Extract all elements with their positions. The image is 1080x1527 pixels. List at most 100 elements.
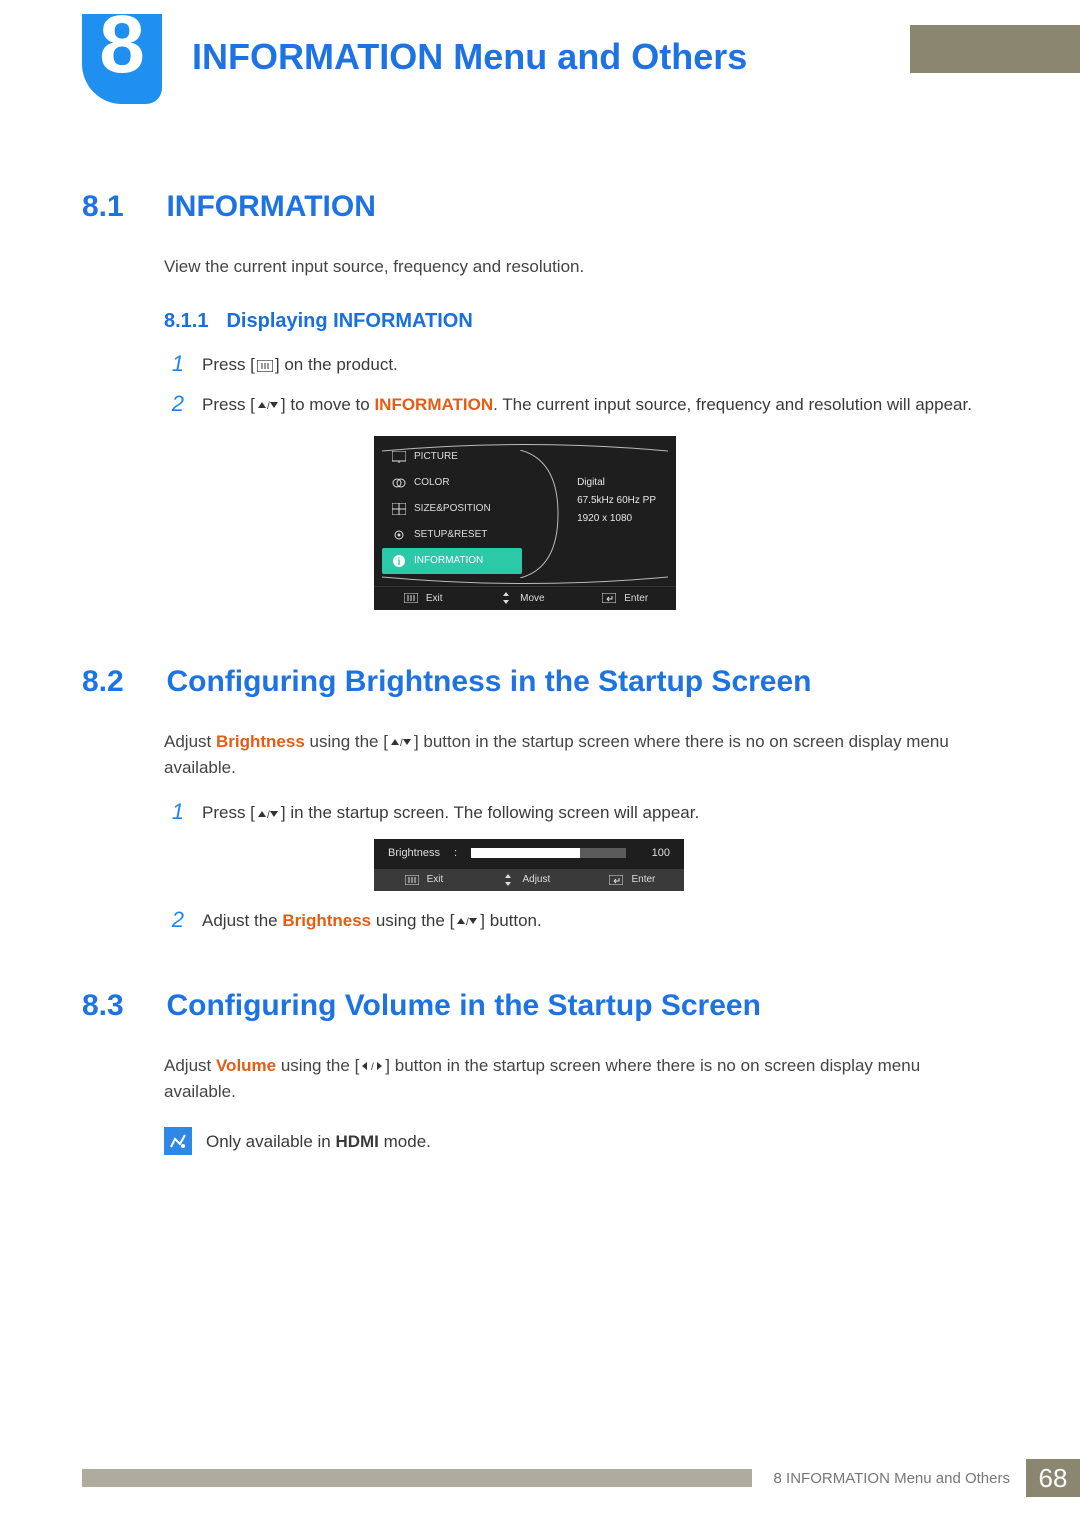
- osd2-footer-adjust: Adjust: [500, 874, 550, 886]
- section-heading: 8.1 INFORMATION: [82, 190, 992, 224]
- section-intro: Adjust Brightness using the [/] button i…: [164, 729, 992, 782]
- chapter-title: INFORMATION Menu and Others: [192, 36, 747, 78]
- left-right-icon: /: [361, 1060, 383, 1072]
- info-icon: i: [392, 554, 406, 568]
- step-num: 2: [164, 907, 184, 934]
- color-icon: [392, 476, 406, 490]
- osd-item-label: PICTURE: [414, 451, 458, 462]
- t: using the [: [305, 732, 388, 751]
- enter-icon: [602, 593, 616, 603]
- t: using the [: [371, 911, 454, 930]
- exit-icon: [404, 593, 418, 603]
- keyword-volume: Volume: [216, 1056, 276, 1075]
- t: ] button.: [480, 911, 541, 930]
- step-text: Press [/] to move to INFORMATION. The cu…: [202, 391, 992, 418]
- picture-icon: [392, 450, 406, 464]
- note-text: Only available in HDMI mode.: [206, 1128, 992, 1155]
- svg-text:/: /: [466, 917, 469, 927]
- section-8-1: 8.1 INFORMATION View the current input s…: [82, 190, 992, 610]
- svg-text:/: /: [267, 401, 270, 411]
- chapter-badge: 8: [82, 14, 162, 104]
- t: ] to move to: [281, 395, 375, 414]
- osd-information-menu: PICTURE COLOR SIZE&POSITION SETUP&RESET: [374, 436, 676, 610]
- svg-text:i: i: [398, 557, 401, 568]
- gear-icon: [392, 528, 406, 542]
- size-icon: [392, 502, 406, 516]
- step-text: Adjust the Brightness using the [/] butt…: [202, 907, 992, 934]
- keyword-brightness: Brightness: [282, 911, 371, 930]
- osd-item-label: SIZE&POSITION: [414, 503, 491, 514]
- step-1: 1 Press [/] in the startup screen. The f…: [164, 799, 992, 826]
- step-2: 2 Adjust the Brightness using the [/] bu…: [164, 907, 992, 934]
- t: Adjust: [164, 1056, 216, 1075]
- step-text: Press [] on the product.: [202, 351, 992, 378]
- step-list: 1 Press [/] in the startup screen. The f…: [164, 799, 992, 826]
- osd-info-line: Digital: [577, 474, 656, 492]
- osd-left-menu: PICTURE COLOR SIZE&POSITION SETUP&RESET: [382, 444, 522, 574]
- t: Adjust: [522, 874, 550, 885]
- up-down-icon: /: [390, 736, 412, 748]
- keyword-hdmi: HDMI: [335, 1132, 378, 1151]
- t: mode.: [379, 1132, 431, 1151]
- step-1: 1 Press [] on the product.: [164, 351, 992, 378]
- osd-item-label: INFORMATION: [414, 555, 483, 566]
- subsection-8-1-1: 8.1.1 Displaying INFORMATION: [164, 310, 992, 333]
- osd-item-label: SETUP&RESET: [414, 529, 487, 540]
- footer-bar: [82, 1469, 752, 1487]
- osd-brightness-bar: Brightness : 100 Exit Adjust Enter: [374, 839, 684, 891]
- enter-icon: [609, 875, 623, 885]
- osd2-bar: [471, 848, 626, 858]
- svg-text:/: /: [371, 1062, 374, 1072]
- osd-footer-exit: Exit: [402, 593, 443, 604]
- section-heading: 8.2 Configuring Brightness in the Startu…: [82, 665, 992, 699]
- step-num: 2: [164, 391, 184, 418]
- section-intro: Adjust Volume using the [/] button in th…: [164, 1053, 992, 1106]
- t: Enter: [631, 874, 655, 885]
- exit-icon: [405, 875, 419, 885]
- up-down-icon: /: [456, 915, 478, 927]
- osd-footer: Exit Move Enter: [374, 586, 676, 610]
- keyword-brightness: Brightness: [216, 732, 305, 751]
- section-num: 8.2: [82, 665, 162, 699]
- osd-item-label: COLOR: [414, 477, 450, 488]
- section-title: Configuring Volume in the Startup Screen: [166, 989, 760, 1022]
- t: Move: [520, 593, 544, 604]
- t: using the [: [276, 1056, 359, 1075]
- step-2: 2 Press [/] to move to INFORMATION. The …: [164, 391, 992, 418]
- t: Press [: [202, 355, 255, 374]
- osd2-label: Brightness: [388, 847, 440, 859]
- osd-footer-move: Move: [498, 592, 544, 604]
- t: Enter: [624, 593, 648, 604]
- section-heading: 8.3 Configuring Volume in the Startup Sc…: [82, 989, 992, 1023]
- osd2-footer-exit: Exit: [403, 874, 444, 885]
- section-intro: View the current input source, frequency…: [164, 254, 992, 280]
- osd-item-sizeposition: SIZE&POSITION: [382, 496, 522, 522]
- adjust-icon: [502, 874, 514, 886]
- step-list: 2 Adjust the Brightness using the [/] bu…: [164, 907, 992, 934]
- step-num: 1: [164, 799, 184, 826]
- note-icon: [164, 1127, 192, 1155]
- page-number: 68: [1026, 1459, 1080, 1497]
- osd-item-information: i INFORMATION: [382, 548, 522, 574]
- section-title: INFORMATION: [166, 190, 375, 223]
- osd2-value: 100: [640, 847, 670, 859]
- osd-item-picture: PICTURE: [382, 444, 522, 470]
- chapter-number: 8: [99, 4, 145, 86]
- section-title: Configuring Brightness in the Startup Sc…: [166, 665, 811, 698]
- osd2-footer: Exit Adjust Enter: [374, 869, 684, 891]
- t: Adjust: [164, 732, 216, 751]
- osd-info-line: 67.5kHz 60Hz PP: [577, 492, 656, 510]
- subsection-num: 8.1.1: [164, 310, 208, 333]
- up-down-icon: /: [257, 808, 279, 820]
- section-8-3: 8.3 Configuring Volume in the Startup Sc…: [82, 989, 992, 1156]
- osd-curve: [520, 450, 580, 578]
- note-row: Only available in HDMI mode.: [164, 1127, 992, 1155]
- bracket-bottom: [382, 576, 668, 586]
- t: . The current input source, frequency an…: [493, 395, 972, 414]
- osd-info-line: 1920 x 1080: [577, 510, 656, 528]
- t: Exit: [426, 593, 443, 604]
- keyword-information: INFORMATION: [374, 395, 493, 414]
- step-num: 1: [164, 351, 184, 378]
- osd2-footer-enter: Enter: [607, 874, 655, 885]
- subsection-title: Displaying INFORMATION: [226, 310, 472, 333]
